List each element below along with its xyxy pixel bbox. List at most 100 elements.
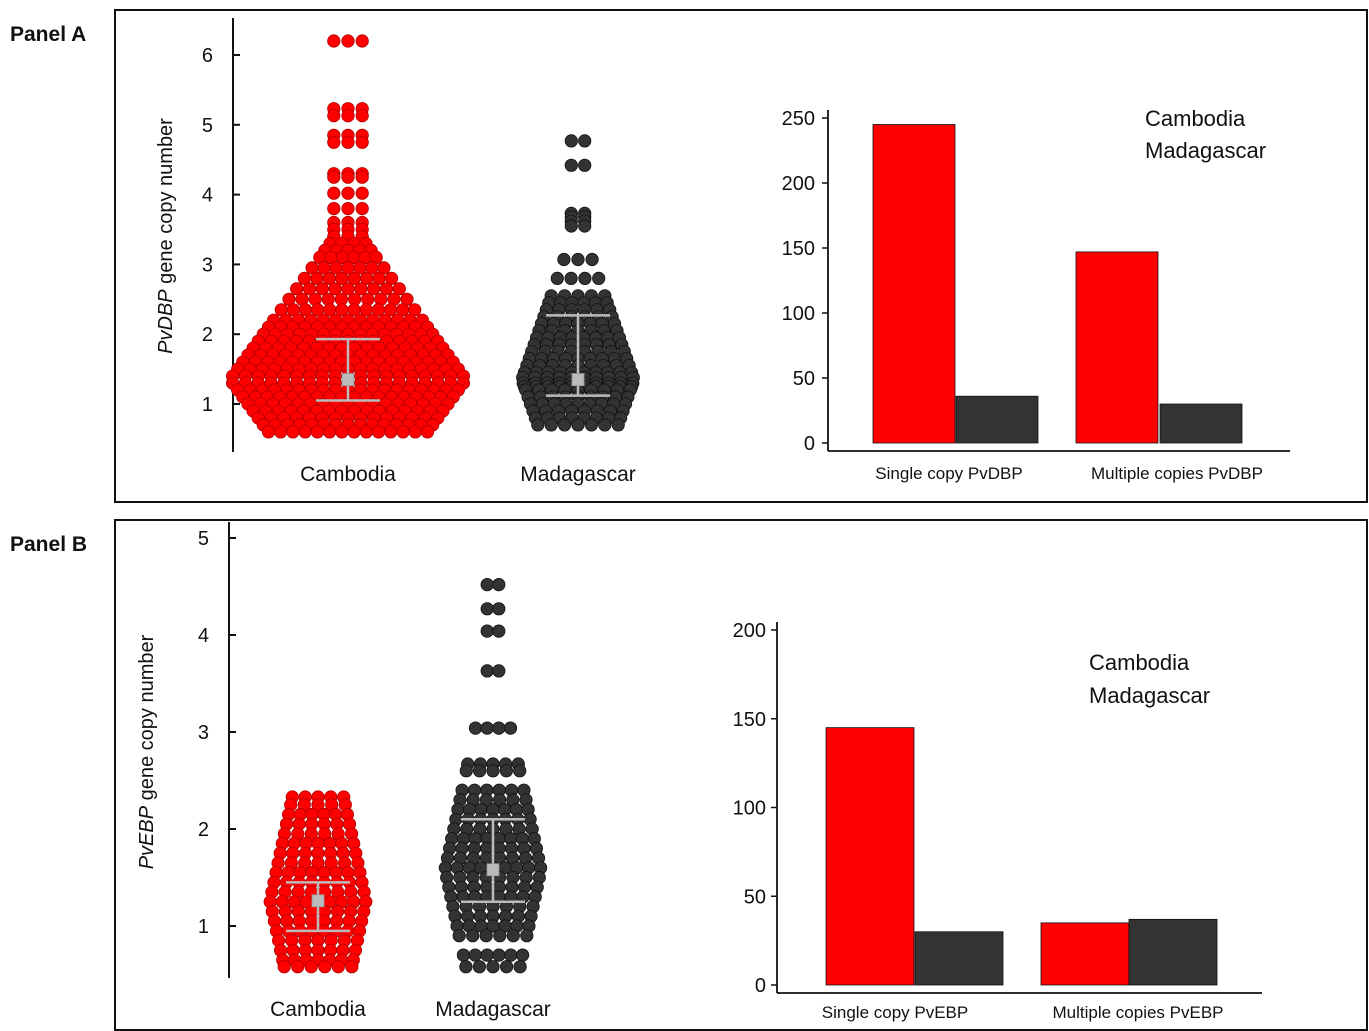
data-point — [480, 602, 494, 616]
data-point — [544, 418, 558, 432]
bar — [1128, 918, 1218, 986]
legend-entry: Madagascar — [1145, 138, 1266, 163]
y-tick-label: 4 — [198, 625, 209, 647]
data-point — [291, 960, 305, 974]
data-point — [341, 202, 355, 216]
bar-x-category-label: Multiple copies PvEBP — [1052, 1003, 1223, 1022]
data-point — [492, 577, 506, 592]
data-point — [355, 109, 369, 123]
data-point — [472, 960, 486, 974]
y-tick-label: 6 — [202, 45, 213, 67]
data-point — [611, 418, 625, 432]
data-point — [550, 271, 564, 285]
data-point — [302, 282, 317, 296]
y-axis-label: PvEBP gene copy number — [136, 634, 158, 869]
bar-x-category-label: Single copy PvDBP — [875, 464, 1022, 483]
bar-x-category-label: Single copy PvEBP — [822, 1003, 968, 1022]
bar-y-tick-label: 250 — [782, 108, 815, 130]
bar — [825, 727, 915, 986]
data-point — [274, 425, 288, 439]
data-point — [345, 960, 359, 974]
data-point — [557, 418, 572, 432]
y-tick-label: 3 — [198, 722, 209, 744]
panel-b-label: Panel B — [10, 533, 88, 556]
data-point — [384, 425, 398, 439]
data-point — [578, 134, 592, 148]
data-point — [456, 948, 470, 962]
bar-y-tick-label: 100 — [733, 798, 766, 820]
data-point — [486, 960, 500, 974]
bar-y-tick-label: 0 — [755, 975, 766, 997]
data-point — [493, 929, 507, 943]
bar-y-tick-label: 150 — [733, 709, 766, 731]
panel-b-box — [114, 519, 1368, 1031]
mean-marker — [311, 894, 325, 908]
data-point — [311, 798, 325, 812]
data-point — [355, 186, 369, 200]
data-point — [327, 34, 341, 48]
data-point — [304, 960, 318, 974]
data-point — [322, 425, 337, 439]
data-point — [396, 425, 410, 439]
data-point — [298, 425, 312, 439]
y-tick-label: 5 — [198, 528, 209, 550]
data-point — [472, 764, 487, 778]
data-point — [499, 960, 514, 974]
y-tick-label: 2 — [202, 324, 213, 346]
data-point — [315, 282, 329, 296]
bar — [1159, 403, 1243, 444]
data-point — [531, 418, 545, 432]
data-point — [327, 202, 341, 216]
data-point — [504, 948, 518, 962]
data-point — [290, 282, 304, 296]
data-point — [341, 282, 355, 296]
data-point — [479, 929, 493, 943]
bar-y-tick-label: 200 — [733, 620, 766, 642]
data-point — [480, 664, 494, 678]
data-point — [355, 135, 369, 149]
data-point — [311, 856, 325, 870]
data-point — [598, 418, 612, 432]
bar — [914, 931, 1004, 986]
bar-x-category-label: Multiple copies PvDBP — [1091, 464, 1263, 483]
bar-y-tick-label: 0 — [804, 433, 815, 455]
data-point — [277, 960, 291, 974]
data-point — [359, 425, 373, 439]
data-point — [468, 721, 483, 735]
data-point — [578, 158, 592, 172]
bar — [1075, 251, 1159, 444]
y-tick-label: 1 — [202, 394, 213, 416]
bar-y-tick-label: 50 — [793, 368, 815, 390]
data-point — [480, 577, 494, 592]
bar-y-tick-label: 150 — [782, 238, 815, 260]
data-point — [585, 252, 599, 267]
data-point — [459, 960, 473, 974]
data-point — [592, 271, 606, 285]
x-category-label: Cambodia — [300, 463, 396, 486]
data-point — [459, 764, 473, 778]
data-point — [492, 721, 506, 735]
data-point — [492, 948, 506, 962]
data-point — [341, 109, 355, 123]
data-point — [327, 135, 341, 149]
data-point — [578, 271, 592, 285]
mean-marker — [486, 863, 500, 877]
data-point — [327, 109, 341, 123]
y-tick-label: 2 — [198, 819, 209, 841]
data-point — [513, 764, 527, 778]
x-category-label: Madagascar — [435, 998, 551, 1021]
data-point — [420, 425, 435, 439]
data-point — [564, 158, 578, 172]
data-point — [327, 170, 341, 184]
data-point — [341, 186, 355, 200]
x-category-label: Madagascar — [520, 463, 636, 486]
y-tick-label: 3 — [202, 254, 213, 276]
data-point — [384, 271, 399, 285]
panel-a-box — [114, 9, 1368, 503]
data-point — [310, 425, 324, 439]
data-point — [328, 282, 342, 296]
data-point — [452, 929, 466, 943]
data-point — [468, 948, 482, 962]
data-point — [520, 929, 534, 943]
